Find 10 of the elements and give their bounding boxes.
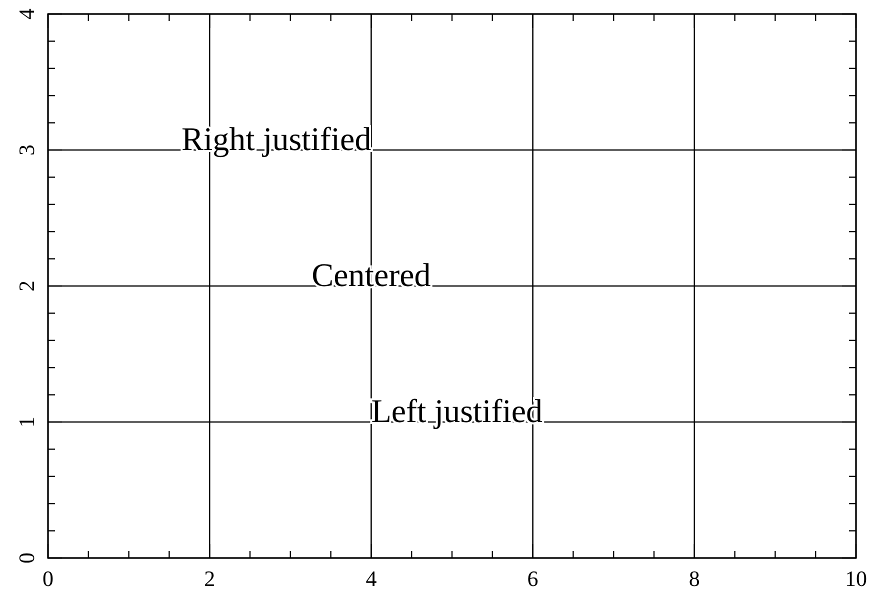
x-tick-label: 10 (845, 566, 867, 591)
x-tick-label: 6 (527, 566, 538, 591)
y-tick-label: 4 (14, 8, 39, 20)
y-tick-label: 1 (14, 416, 39, 428)
y-tick-label: 0 (14, 552, 39, 564)
x-tick-label: 2 (204, 566, 216, 591)
x-tick-label: 8 (688, 566, 700, 591)
x-tick-label: 4 (366, 566, 377, 591)
y-tick-label: 3 (14, 144, 39, 156)
y-tick-label: 2 (14, 280, 39, 292)
